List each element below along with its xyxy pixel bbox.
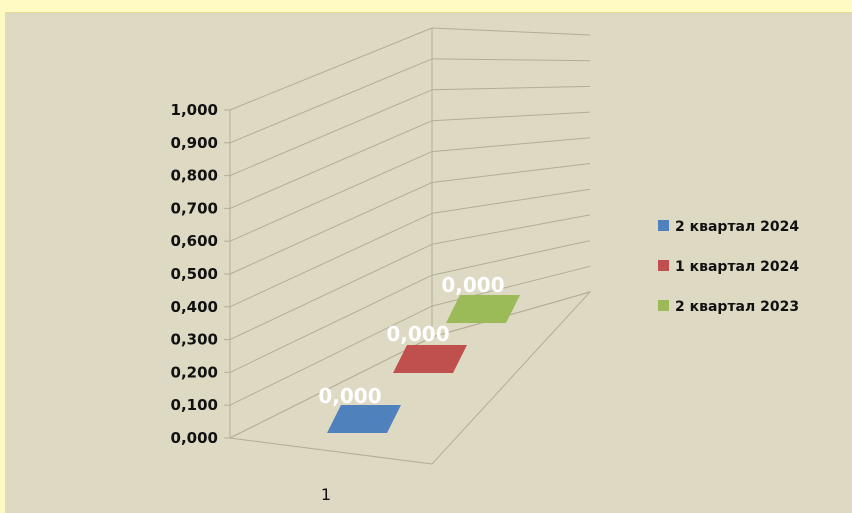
gridline-back-wall <box>431 85 591 91</box>
y-tick-label: 0,100 <box>171 396 218 414</box>
legend-swatch-1 <box>658 220 669 231</box>
gridline-back-wall <box>431 27 591 36</box>
gridline-left-wall <box>229 89 433 177</box>
y-tick-label: 0,500 <box>171 265 218 283</box>
y-tick-label: 1,000 <box>171 101 218 119</box>
gridline-back-wall <box>431 137 591 153</box>
bar-1 <box>327 405 401 433</box>
gridline-left-wall <box>229 305 433 406</box>
x-category-label: 1 <box>321 485 331 504</box>
y-tick-label: 0,700 <box>171 199 218 217</box>
legend-label-1: 2 квартал 2024 <box>675 219 799 235</box>
y-tick-label: 0,900 <box>171 134 218 152</box>
gridline-left-wall <box>229 212 433 308</box>
y-tick-label: 0,000 <box>171 429 218 447</box>
gridline-back-wall <box>431 58 591 62</box>
gridline-back-wall <box>431 214 591 245</box>
left-border <box>0 12 5 513</box>
gridline-back-wall <box>431 188 591 214</box>
gridline-left-wall <box>229 120 433 209</box>
gridline-back-wall <box>431 163 591 183</box>
gridline-left-wall <box>229 58 433 144</box>
gridline-left-wall <box>229 274 433 373</box>
gridline-back-wall <box>431 240 591 276</box>
gridline-left-wall <box>229 151 433 242</box>
legend-label-3: 2 квартал 2023 <box>675 299 799 315</box>
data-label-3: 0,000 <box>441 273 504 297</box>
data-label-2: 0,000 <box>386 322 449 346</box>
top-strip <box>0 0 852 13</box>
bar-3 <box>446 295 520 323</box>
y-tick-label: 0,200 <box>171 363 218 381</box>
legend-swatch-3 <box>658 300 669 311</box>
legend-label-2: 1 квартал 2024 <box>675 259 799 275</box>
gridline-back-wall <box>431 111 591 122</box>
gridline-left-wall <box>229 243 433 341</box>
y-tick-label: 0,400 <box>171 298 218 316</box>
gridline-left-wall <box>229 27 433 111</box>
gridline-left-wall <box>229 182 433 275</box>
y-tick-label: 0,300 <box>171 331 218 349</box>
data-label-1: 0,000 <box>318 384 381 408</box>
y-tick-label: 0,600 <box>171 232 218 250</box>
bar-2 <box>393 345 467 373</box>
legend-swatch-2 <box>658 260 669 271</box>
y-tick-label: 0,800 <box>171 167 218 185</box>
chart-floor <box>229 291 592 465</box>
